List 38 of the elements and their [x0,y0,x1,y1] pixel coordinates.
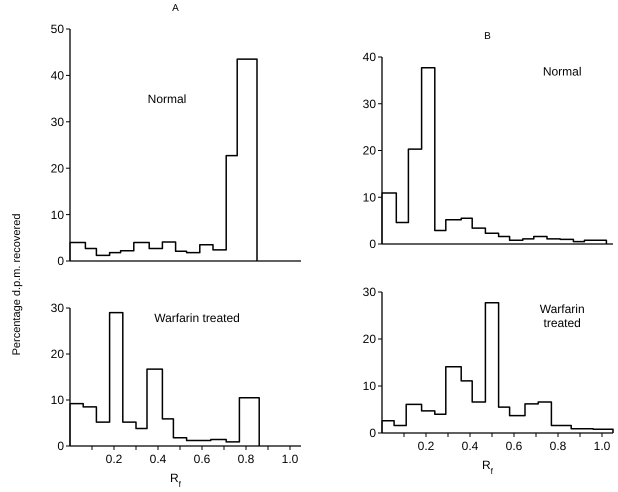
y-tick-label: 0 [369,426,376,440]
x-axis-title: R$_{f}$ [482,458,494,476]
y-tick-label: 0 [57,254,64,268]
y-tick-label: 30 [362,285,376,300]
y-tick-label: 20 [362,332,376,346]
x-tick-label: 1.0 [282,452,299,466]
x-tick-label: 0.6 [194,452,211,466]
x-tick-label: 1.0 [594,439,611,453]
chart-title: B [484,31,492,42]
x-tick-label: 0.4 [462,439,479,453]
y-tick-label: 10 [50,208,64,222]
y-tick-label: 40 [362,50,376,64]
y-tick-label: 10 [50,393,64,408]
x-tick-label: 0.2 [106,452,123,466]
y-tick-label: 40 [50,68,64,83]
annotation: Normal [542,64,582,79]
y-tick-label: 30 [50,115,64,129]
y-tick-label: 0 [57,439,64,454]
y-tick-label: 0 [369,237,376,252]
y-tick-label: 20 [50,347,64,362]
x-axis-title: R$_{f}$ [170,471,182,489]
y-tick-label: 10 [362,379,376,394]
y-axis-title: Percentage d.p.m. recovered [11,214,23,356]
annotation: Warfarin treated [154,310,240,325]
annotation: Normal [148,92,186,106]
chart-title: A [172,3,180,14]
x-tick-label: 0.4 [150,452,167,466]
x-tick-label: 0.2 [418,439,435,453]
y-tick-label: 10 [362,190,376,204]
x-tick-label: 0.8 [550,439,567,453]
y-tick-label: 20 [50,161,64,176]
y-tick-label: 30 [362,96,376,111]
y-tick-label: 30 [50,301,64,316]
y-tick-label: 50 [50,22,64,36]
annotation: Warfarin treated [540,302,585,330]
y-tick-label: 20 [362,144,376,158]
x-tick-label: 0.8 [238,452,255,466]
x-tick-label: 0.6 [506,439,523,453]
